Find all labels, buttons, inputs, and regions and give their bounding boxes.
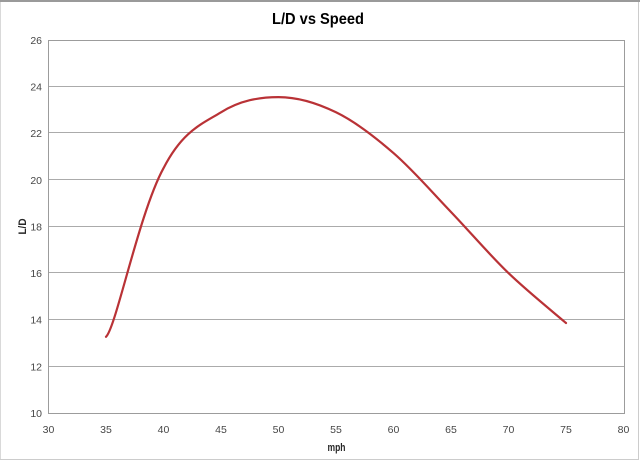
svg-text:20: 20	[30, 175, 42, 187]
svg-text:80: 80	[618, 424, 630, 436]
svg-text:45: 45	[215, 424, 227, 436]
svg-text:70: 70	[503, 424, 515, 436]
svg-text:L/D vs Speed: L/D vs Speed	[272, 11, 364, 28]
svg-text:55: 55	[330, 424, 342, 436]
svg-text:50: 50	[273, 424, 285, 436]
svg-text:14: 14	[30, 315, 42, 327]
svg-text:18: 18	[30, 221, 42, 233]
svg-text:60: 60	[388, 424, 400, 436]
svg-text:35: 35	[100, 424, 112, 436]
svg-text:30: 30	[43, 424, 55, 436]
svg-text:10: 10	[30, 408, 42, 420]
svg-text:24: 24	[30, 82, 42, 94]
svg-text:12: 12	[30, 361, 42, 373]
svg-text:mph: mph	[328, 442, 346, 454]
svg-text:40: 40	[158, 424, 170, 436]
svg-text:22: 22	[30, 128, 42, 140]
svg-text:26: 26	[30, 35, 42, 47]
svg-text:65: 65	[445, 424, 457, 436]
svg-text:75: 75	[560, 424, 572, 436]
svg-text:16: 16	[30, 268, 42, 280]
svg-text:L/D: L/D	[17, 218, 29, 234]
